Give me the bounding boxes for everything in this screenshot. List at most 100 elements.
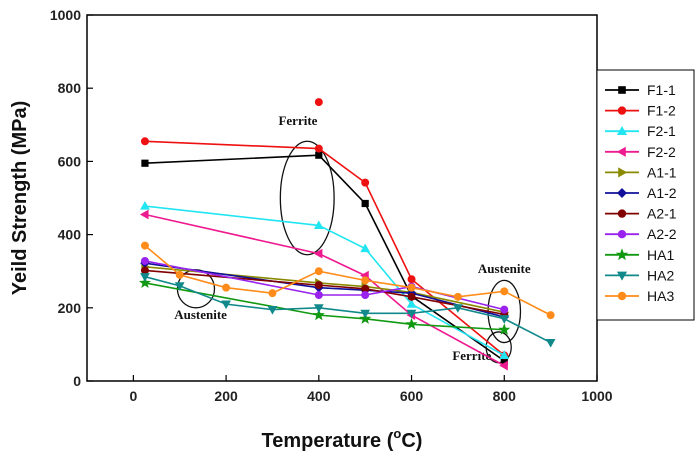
- x-tick-label: 800: [493, 388, 517, 404]
- legend-label: F1-2: [647, 103, 676, 119]
- data-point: [268, 289, 277, 298]
- legend-item: F1-2: [605, 103, 676, 119]
- annotations: Ferrite Austenite Austenite Ferrite: [174, 113, 531, 364]
- axis-ticks: 0 200 400 600 800 1000 0 200 400 600 800 1000: [50, 7, 613, 404]
- data-point: [267, 306, 278, 315]
- data-point: [407, 275, 416, 284]
- legend-label: F2-1: [647, 123, 676, 139]
- legend-marker: [618, 167, 628, 178]
- legend-label: A1-2: [647, 185, 677, 201]
- data-point: [407, 292, 416, 301]
- data-point: [360, 243, 371, 253]
- y-tick-label: 200: [58, 300, 82, 316]
- data-point: [313, 304, 324, 313]
- y-tick-label: 400: [58, 227, 82, 243]
- x-tick-label: 400: [307, 388, 331, 404]
- legend-label: F2-2: [647, 144, 676, 160]
- series-line: [144, 275, 552, 344]
- data-point: [314, 144, 323, 153]
- x-axis-title: Temperature (oC): [262, 426, 423, 452]
- series-line: [144, 244, 552, 316]
- data-point: [314, 267, 323, 276]
- data-point: [546, 311, 555, 320]
- annotation-label: Austenite: [478, 261, 531, 276]
- data-point: [140, 266, 149, 275]
- data-point: [499, 350, 510, 359]
- data-point: [315, 151, 323, 159]
- data-point: [500, 287, 509, 296]
- data-point: [405, 317, 418, 330]
- data-point: [139, 209, 149, 220]
- data-point: [407, 283, 416, 292]
- legend-item: F2-2: [605, 144, 676, 160]
- data-point: [498, 323, 511, 335]
- series-line: [144, 154, 505, 362]
- legend-label: HA1: [647, 247, 674, 263]
- data-point: [221, 300, 231, 310]
- legend-item: A1-1: [605, 164, 677, 180]
- legend-marker: [615, 248, 629, 261]
- legend-item: A2-1: [605, 206, 677, 222]
- data-point: [314, 290, 323, 299]
- data-series: [138, 98, 556, 371]
- series-ha2: [140, 273, 556, 348]
- data-point: [141, 159, 149, 167]
- data-point: [175, 270, 184, 279]
- data-point: [361, 276, 370, 285]
- data-point: [140, 201, 150, 210]
- legend-marker: [617, 188, 627, 198]
- legend-box: [596, 69, 695, 321]
- data-point: [361, 199, 369, 208]
- legend-label: A1-1: [647, 164, 677, 180]
- legend-marker: [617, 209, 627, 218]
- data-point: [406, 299, 417, 308]
- data-point: [499, 315, 510, 324]
- data-point: [222, 283, 231, 292]
- annotation-label: Ferrite: [452, 348, 491, 363]
- data-point: [499, 360, 508, 371]
- series-line: [144, 266, 505, 313]
- legend-marker: [618, 86, 626, 94]
- legend-marker: [617, 291, 627, 301]
- series-f1-2: [140, 137, 509, 360]
- legend-item: A1-2: [605, 185, 677, 201]
- data-point: [500, 305, 509, 314]
- x-tick-label: 200: [214, 388, 238, 404]
- y-tick-label: 0: [73, 373, 81, 389]
- data-point: [545, 338, 556, 348]
- x-tick-label: 1000: [581, 388, 612, 404]
- outlier-point: [314, 98, 323, 107]
- data-point: [360, 309, 371, 319]
- x-tick-label: 600: [400, 388, 424, 404]
- legend-marker: [617, 106, 627, 115]
- legend-item: F2-1: [605, 123, 676, 139]
- data-point: [140, 256, 149, 265]
- legend-label: HA2: [647, 267, 674, 283]
- legend-label: A2-2: [647, 226, 677, 242]
- annotation-label: Austenite: [174, 307, 227, 322]
- series-f2-2: [139, 209, 508, 371]
- legend-label: F1-1: [647, 82, 676, 98]
- data-point: [313, 220, 324, 230]
- legend: F1-1 F1-2 F2-1 F2-2 A1-1 A1-2 A2-1 A2-2 HA1 HA2 HA…: [596, 69, 695, 321]
- legend-item: F1-1: [605, 82, 676, 98]
- data-point: [453, 304, 463, 313]
- series-ha3: [140, 241, 555, 320]
- legend-label: HA3: [647, 288, 674, 304]
- legend-marker: [617, 229, 627, 239]
- legend-marker: [616, 146, 626, 157]
- legend-item: HA3: [605, 288, 674, 304]
- data-point: [313, 248, 323, 259]
- legend-item: HA1: [605, 247, 674, 263]
- data-point: [314, 281, 323, 290]
- plot-frame: [86, 14, 598, 382]
- x-tick-label: 0: [129, 388, 137, 404]
- data-point: [140, 241, 149, 250]
- data-point: [174, 282, 185, 291]
- data-point: [406, 309, 417, 319]
- y-tick-label: 800: [58, 80, 82, 96]
- y-axis-title: Yeild Strength (MPa): [9, 101, 31, 295]
- annotation-ellipse: [279, 140, 335, 256]
- data-point: [140, 137, 149, 146]
